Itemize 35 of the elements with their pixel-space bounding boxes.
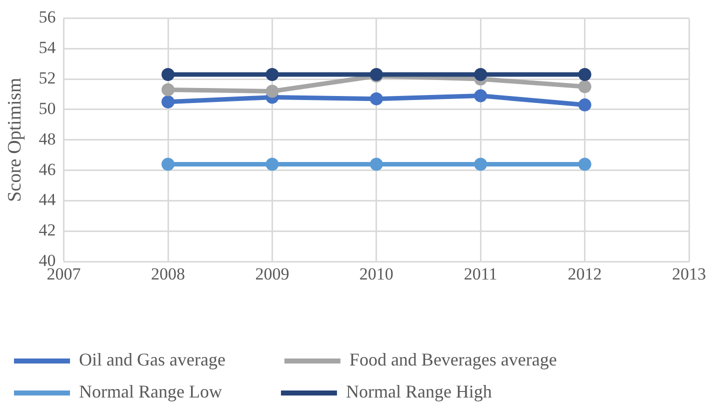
x-tick-label: 2009 [255, 264, 290, 284]
point [578, 98, 592, 112]
x-tick-label: 2012 [568, 264, 602, 284]
point [474, 68, 488, 81]
y-tick-label: 46 [38, 160, 56, 179]
point [162, 83, 174, 96]
point [474, 158, 488, 171]
x-tick-label: 2010 [359, 264, 394, 284]
y-tick-label: 44 [38, 190, 56, 210]
y-tick-label: 54 [38, 38, 56, 58]
x-tick-label: 2011 [464, 264, 498, 284]
point [162, 158, 174, 171]
y-axis-title: Score Optimism [4, 78, 26, 202]
x-tick-label: 2013 [672, 264, 706, 284]
point [370, 92, 383, 106]
y-tick-label: 52 [38, 68, 56, 88]
y-tick-label: 56 [38, 8, 56, 27]
point [474, 89, 488, 102]
point [578, 158, 592, 171]
point [266, 158, 279, 171]
point [578, 80, 592, 94]
legend-label: Food and Beverages average [349, 350, 557, 370]
point [162, 95, 174, 108]
legend-label: Oil and Gas average [79, 350, 270, 370]
legend-label: Normal Range Low [79, 382, 267, 402]
point [578, 68, 592, 81]
y-tick-label: 48 [38, 129, 56, 148]
legend-label: Normal Range High [346, 382, 492, 402]
point [370, 158, 383, 171]
y-tick-label: 42 [38, 220, 56, 240]
x-tick-label: 2008 [151, 264, 185, 284]
y-tick-label: 50 [38, 98, 56, 118]
point [266, 84, 279, 98]
point [266, 68, 279, 81]
point [162, 68, 174, 81]
